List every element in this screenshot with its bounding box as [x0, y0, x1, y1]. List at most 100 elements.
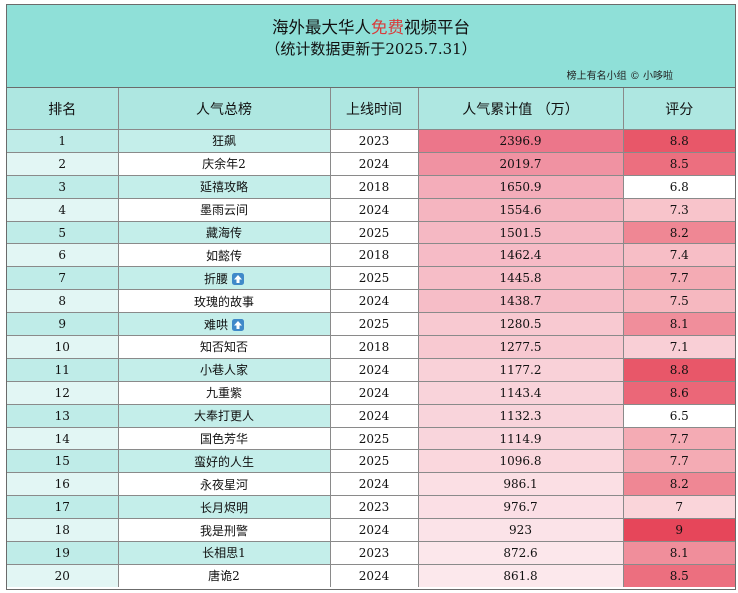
rank-cell: 14 — [7, 426, 119, 451]
table-row: 14 国色芳华 2025 1114.9 7.7 — [7, 426, 735, 451]
sheet-header: 海外最大华人免费视频平台 （统计数据更新于2025.7.31） 榜上有名小组 ©… — [7, 5, 735, 88]
title-cell: 藏海传 — [117, 220, 331, 245]
rank-cell: 3 — [7, 174, 119, 199]
year-cell: 2025 — [329, 220, 419, 245]
popularity-cell: 1650.9 — [417, 174, 624, 199]
title-cell: 唐诡2 — [117, 563, 331, 587]
title-cell: 长相思1 — [117, 541, 331, 565]
rank-cell: 11 — [7, 357, 119, 382]
year-cell: 2024 — [329, 151, 419, 176]
drama-title: 国色芳华 — [199, 432, 248, 447]
title-prefix: 海外最大华人 — [272, 18, 371, 37]
table-row: 20 唐诡2 2024 861.8 8.5 — [7, 563, 735, 587]
score-cell: 8.2 — [622, 220, 735, 245]
year-cell: 2018 — [329, 243, 419, 268]
popularity-cell: 1277.5 — [417, 335, 624, 359]
rank-cell: 13 — [7, 403, 119, 428]
popularity-cell: 1462.4 — [417, 243, 624, 268]
score-cell: 8.8 — [622, 357, 735, 382]
year-cell: 2024 — [329, 380, 419, 405]
drama-title: 永夜星河 — [199, 477, 248, 492]
score-cell: 7.7 — [622, 449, 735, 474]
popularity-cell: 923 — [417, 518, 624, 543]
score-cell: 8.6 — [622, 380, 735, 405]
year-cell: 2025 — [329, 426, 419, 451]
score-cell: 8.5 — [622, 563, 735, 587]
drama-title: 唐诡2 — [208, 569, 240, 584]
drama-title: 长相思1 — [202, 546, 246, 561]
column-header-rank: 排名 — [7, 88, 119, 130]
popularity-cell: 1114.9 — [417, 426, 624, 451]
drama-title: 小巷人家 — [199, 363, 248, 378]
score-cell: 7.7 — [622, 266, 735, 291]
title-cell: 玫瑰的故事 — [117, 289, 331, 314]
table-row: 3 延禧攻略 2018 1650.9 6.8 — [7, 174, 735, 199]
title-cell: 折腰 — [117, 266, 331, 291]
popularity-cell: 1132.3 — [417, 403, 624, 428]
column-header-score: 评分 — [622, 88, 735, 130]
table-row: 6 如懿传 2018 1462.4 7.4 — [7, 243, 735, 268]
year-cell: 2025 — [329, 312, 419, 337]
title-highlight: 免费 — [371, 18, 404, 37]
popularity-cell: 1445.8 — [417, 266, 624, 291]
rank-cell: 20 — [7, 563, 119, 587]
table-row: 10 知否知否 2018 1277.5 7.1 — [7, 335, 735, 359]
rank-cell: 4 — [7, 197, 119, 222]
score-cell: 8.8 — [622, 129, 735, 153]
year-cell: 2024 — [329, 357, 419, 382]
popularity-cell: 1280.5 — [417, 312, 624, 337]
column-header-year: 上线时间 — [329, 88, 419, 130]
popularity-cell: 2396.9 — [417, 129, 624, 153]
drama-title: 墨雨云间 — [199, 203, 248, 218]
rank-cell: 9 — [7, 312, 119, 337]
rank-cell: 12 — [7, 380, 119, 405]
score-cell: 9 — [622, 518, 735, 543]
table-row: 17 长月烬明 2023 976.7 7 — [7, 495, 735, 520]
score-cell: 7.3 — [622, 197, 735, 222]
rank-cell: 18 — [7, 518, 119, 543]
year-cell: 2023 — [329, 495, 419, 520]
score-cell: 7.7 — [622, 426, 735, 451]
rank-cell: 5 — [7, 220, 119, 245]
ranking-sheet: 海外最大华人免费视频平台 （统计数据更新于2025.7.31） 榜上有名小组 ©… — [6, 4, 736, 590]
table-row: 1 狂飙 2023 2396.9 8.8 — [7, 129, 735, 153]
score-cell: 7.4 — [622, 243, 735, 268]
table-row: 7 折腰 2025 1445.8 7.7 — [7, 266, 735, 291]
drama-title: 庆余年2 — [202, 157, 246, 172]
table-row: 4 墨雨云间 2024 1554.6 7.3 — [7, 197, 735, 222]
drama-title: 大奉打更人 — [193, 409, 254, 424]
table-row: 11 小巷人家 2024 1177.2 8.8 — [7, 357, 735, 382]
year-cell: 2023 — [329, 541, 419, 565]
title-cell: 蛮好的人生 — [117, 449, 331, 474]
table-body: 1 狂飙 2023 2396.9 8.8 2 庆余年2 2024 2019.7 8.5 3 延禧攻略 2… — [7, 129, 735, 587]
rank-cell: 1 — [7, 129, 119, 153]
score-cell: 8.5 — [622, 151, 735, 176]
year-cell: 2024 — [329, 403, 419, 428]
popularity-cell: 1554.6 — [417, 197, 624, 222]
year-cell: 2024 — [329, 197, 419, 222]
title-cell: 延禧攻略 — [117, 174, 331, 199]
rank-cell: 15 — [7, 449, 119, 474]
table-row: 8 玫瑰的故事 2024 1438.7 7.5 — [7, 289, 735, 314]
drama-title: 知否知否 — [199, 340, 248, 355]
drama-title: 九重紫 — [205, 386, 242, 401]
score-cell: 7.1 — [622, 335, 735, 359]
rank-cell: 7 — [7, 266, 119, 291]
title-cell: 难哄 — [117, 312, 331, 337]
year-cell: 2023 — [329, 129, 419, 153]
drama-title: 蛮好的人生 — [193, 454, 254, 469]
drama-title: 折腰 — [203, 271, 228, 286]
drama-title: 长月烬明 — [199, 500, 248, 515]
table-row: 12 九重紫 2024 1143.4 8.6 — [7, 380, 735, 405]
score-cell: 6.8 — [622, 174, 735, 199]
popularity-cell: 2019.7 — [417, 151, 624, 176]
score-cell: 7 — [622, 495, 735, 520]
rank-cell: 8 — [7, 289, 119, 314]
title-cell: 长月烬明 — [117, 495, 331, 520]
drama-title: 玫瑰的故事 — [193, 294, 254, 309]
title-suffix: 视频平台 — [404, 18, 470, 37]
year-cell: 2025 — [329, 266, 419, 291]
score-cell: 8.2 — [622, 472, 735, 497]
rank-cell: 6 — [7, 243, 119, 268]
popularity-cell: 976.7 — [417, 495, 624, 520]
